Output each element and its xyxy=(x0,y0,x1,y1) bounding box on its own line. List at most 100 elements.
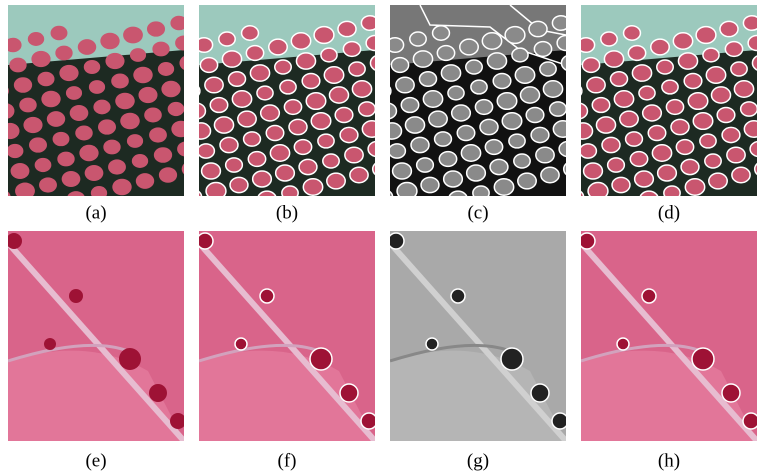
tree-crown xyxy=(44,338,56,350)
tree-crown xyxy=(245,44,265,62)
tree-crown xyxy=(90,186,108,196)
tree-crown xyxy=(431,25,451,41)
tree-crown xyxy=(9,57,27,73)
tree-crown xyxy=(422,90,444,108)
tree-crown xyxy=(229,176,249,194)
road xyxy=(8,241,184,441)
tree-crown xyxy=(135,173,155,189)
tree-crown xyxy=(639,190,659,196)
tree-crown xyxy=(390,86,392,96)
tree-crown xyxy=(742,412,757,430)
tree-crown xyxy=(724,40,744,58)
panel-image xyxy=(390,5,566,213)
tree-crown xyxy=(323,65,345,85)
tree-crown xyxy=(465,164,487,182)
tree-crown xyxy=(231,90,253,108)
tree-crown xyxy=(425,197,444,213)
tree-crown xyxy=(59,64,79,82)
tree-crown xyxy=(530,383,550,403)
tree-crown xyxy=(317,133,335,149)
tree-crown xyxy=(558,140,566,158)
tree-crown xyxy=(581,122,594,140)
path-curve xyxy=(581,343,702,363)
road xyxy=(581,241,757,441)
tree-crown xyxy=(586,76,606,94)
tree-crown xyxy=(39,177,57,193)
tree-crown xyxy=(41,90,61,108)
tree-crown xyxy=(587,181,609,196)
panel-image xyxy=(581,5,757,196)
tree-crown xyxy=(721,383,741,403)
tree-crown xyxy=(672,32,694,50)
tree-crown xyxy=(111,73,129,89)
tree-crown xyxy=(55,45,73,61)
tree-crown xyxy=(209,96,229,114)
tree-crown xyxy=(199,102,207,120)
tree-crown xyxy=(663,185,681,196)
tree-crown xyxy=(138,86,158,104)
tree-crown xyxy=(433,131,453,147)
tree-crown xyxy=(551,412,566,430)
tree-crown xyxy=(322,153,340,169)
tree-crown xyxy=(84,165,104,181)
tree-crown xyxy=(77,39,97,55)
tree-crown xyxy=(542,80,564,98)
tree-crown xyxy=(459,38,479,56)
tree-crown xyxy=(334,106,354,124)
tree-crown xyxy=(31,50,51,68)
panel-image xyxy=(581,231,757,441)
tree-crown xyxy=(279,79,297,95)
panel-label: (e) xyxy=(85,450,106,471)
tree-crown xyxy=(456,124,476,142)
tree-crown xyxy=(440,64,462,82)
tree-crown xyxy=(396,181,418,196)
tree-crown xyxy=(548,101,566,117)
tree-crown xyxy=(633,170,655,188)
tree-crown xyxy=(50,25,68,41)
tree-crown xyxy=(302,178,324,196)
tree-crown xyxy=(177,141,184,157)
tree-crown xyxy=(251,170,273,188)
panel-label: (h) xyxy=(658,450,680,471)
tree-crown xyxy=(731,166,751,184)
tree-crown xyxy=(88,80,106,94)
tree-crown xyxy=(348,61,366,77)
tree-crown xyxy=(641,288,657,304)
tree-crown xyxy=(112,178,132,196)
tree-crown xyxy=(43,197,62,213)
tree-crown xyxy=(420,176,440,194)
tree-crown xyxy=(234,197,253,213)
tree-crown xyxy=(391,162,413,180)
tree-crown xyxy=(695,25,717,45)
tree-crown xyxy=(79,144,99,162)
tree-crown xyxy=(10,162,30,180)
tree-crown xyxy=(69,289,83,303)
tree-crown xyxy=(0,64,3,78)
tree-crown xyxy=(97,119,117,135)
tree-crown xyxy=(371,162,375,176)
tree-crown xyxy=(539,61,557,77)
tree-crown xyxy=(305,91,327,111)
tree-crown xyxy=(259,104,281,122)
tree-crown xyxy=(622,25,642,41)
tree-crown xyxy=(342,40,362,58)
tree-crown xyxy=(0,150,1,165)
tree-crown xyxy=(249,64,271,82)
tree-crown xyxy=(484,138,504,156)
tree-crown xyxy=(428,110,448,128)
tree-crown xyxy=(535,146,555,164)
tree-crown xyxy=(631,64,653,82)
tree-crown xyxy=(442,170,464,188)
tree-crown xyxy=(144,107,162,123)
tree-crown xyxy=(517,172,537,190)
tree-crown xyxy=(23,116,43,134)
tree-crown xyxy=(213,116,235,134)
tree-crown xyxy=(448,190,468,196)
tree-crown xyxy=(8,103,15,119)
tree-crown xyxy=(283,98,303,116)
tree-crown xyxy=(624,131,644,147)
tree-crown xyxy=(395,76,415,94)
tree-crown xyxy=(519,86,541,104)
tree-crown xyxy=(326,172,346,190)
